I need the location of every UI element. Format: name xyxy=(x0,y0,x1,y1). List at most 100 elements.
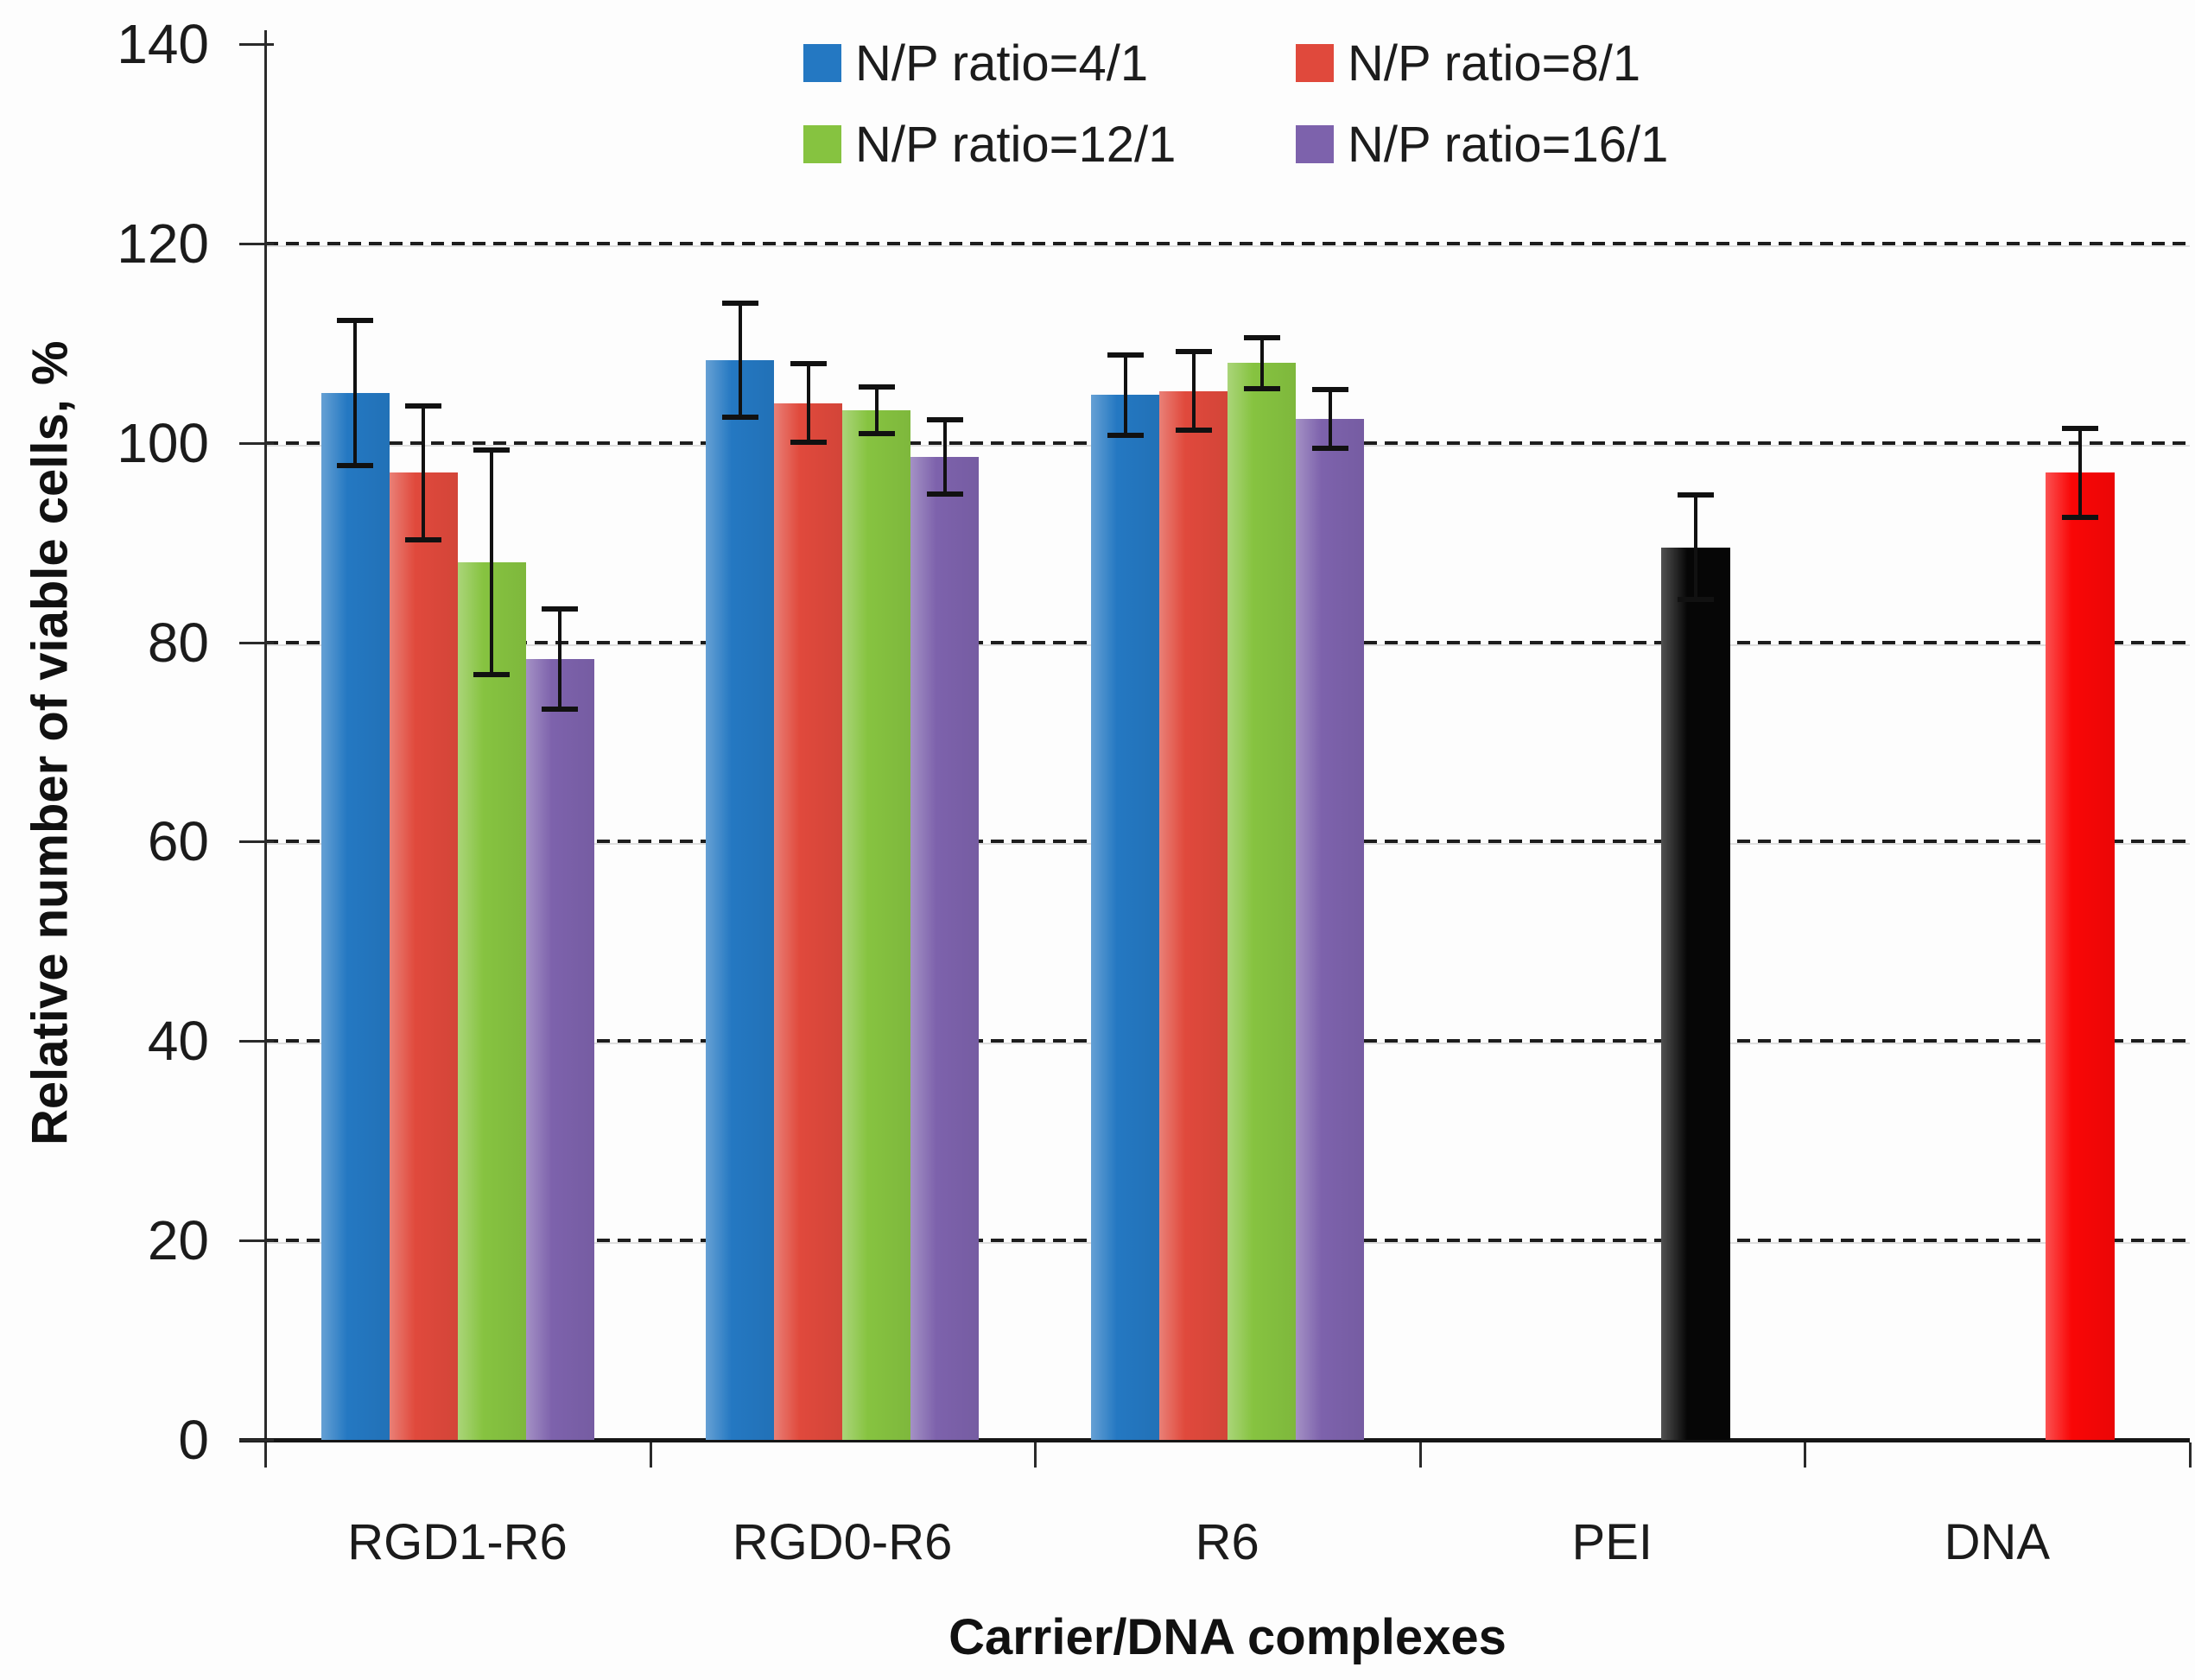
x-category-label-RGD1-R6: RGD1-R6 xyxy=(347,1514,568,1570)
errorbar-R6-N/P ratio=4/1 xyxy=(1107,352,1144,438)
bar-RGD0-R6-N/P ratio=4/1 xyxy=(706,359,775,1440)
errorbar-R6-N/P ratio=8/1 xyxy=(1175,349,1212,434)
errorbar-RGD1-R6-N/P ratio=12/1-cap-top xyxy=(473,447,511,453)
y-tick-80 xyxy=(239,641,274,644)
errorbar-RGD1-R6-N/P ratio=4/1-cap-bottom xyxy=(337,462,374,468)
errorbar-RGD1-R6-N/P ratio=8/1-cap-bottom xyxy=(405,537,442,543)
errorbar-RGD1-R6-N/P ratio=16/1 xyxy=(542,606,579,713)
errorbar-PEI-line xyxy=(1693,492,1697,603)
x-tick-2 xyxy=(1034,1442,1037,1468)
legend-item-N/P ratio=16/1: N/P ratio=16/1 xyxy=(1296,116,1669,173)
bar-DNA xyxy=(2046,472,2116,1440)
y-tick-label-120: 120 xyxy=(117,212,209,275)
errorbar-RGD0-R6-N/P ratio=12/1 xyxy=(858,384,895,436)
errorbar-RGD0-R6-N/P ratio=16/1-cap-top xyxy=(926,416,963,422)
errorbar-DNA xyxy=(2062,426,2099,520)
errorbar-PEI xyxy=(1677,492,1714,603)
y-tick-label-20: 20 xyxy=(147,1209,209,1272)
x-tick-0 xyxy=(264,1442,267,1468)
bar-RGD1-R6-N/P ratio=8/1 xyxy=(389,472,458,1440)
bar-R6-N/P ratio=4/1 xyxy=(1091,395,1159,1440)
errorbar-RGD0-R6-N/P ratio=12/1-line xyxy=(874,384,879,436)
legend-label: N/P ratio=4/1 xyxy=(855,35,1149,92)
y-tick-60 xyxy=(239,840,274,844)
errorbar-R6-N/P ratio=12/1 xyxy=(1243,335,1280,391)
errorbar-RGD0-R6-N/P ratio=8/1-line xyxy=(806,361,810,446)
errorbar-RGD0-R6-N/P ratio=12/1-cap-top xyxy=(858,384,895,390)
legend-swatch-icon xyxy=(803,125,841,163)
errorbar-R6-N/P ratio=12/1-cap-top xyxy=(1243,335,1280,341)
errorbar-PEI-cap-top xyxy=(1677,492,1714,498)
errorbar-R6-N/P ratio=12/1-cap-bottom xyxy=(1243,385,1280,391)
errorbar-R6-N/P ratio=8/1-cap-top xyxy=(1175,349,1212,355)
y-tick-0 xyxy=(239,1439,274,1442)
errorbar-DNA-cap-bottom xyxy=(2062,514,2099,520)
x-tick-5 xyxy=(2189,1442,2192,1468)
errorbar-RGD1-R6-N/P ratio=16/1-cap-bottom xyxy=(542,707,579,713)
legend-swatch-icon xyxy=(1296,125,1334,163)
gridline-120 xyxy=(265,241,2190,245)
y-tick-140 xyxy=(239,43,274,46)
errorbar-RGD1-R6-N/P ratio=12/1 xyxy=(473,447,511,677)
errorbar-PEI-cap-bottom xyxy=(1677,597,1714,603)
bar-R6-N/P ratio=8/1 xyxy=(1159,390,1228,1440)
x-category-label-RGD0-R6: RGD0-R6 xyxy=(732,1514,953,1570)
errorbar-R6-N/P ratio=16/1-line xyxy=(1328,387,1332,451)
errorbar-RGD0-R6-N/P ratio=16/1 xyxy=(926,416,963,498)
y-axis-line xyxy=(264,30,267,1466)
y-tick-label-100: 100 xyxy=(117,411,209,474)
errorbar-RGD1-R6-N/P ratio=16/1-line xyxy=(558,606,562,713)
errorbar-R6-N/P ratio=8/1-line xyxy=(1191,349,1196,434)
bar-RGD0-R6-N/P ratio=16/1 xyxy=(910,456,980,1440)
legend-item-N/P ratio=4/1: N/P ratio=4/1 xyxy=(803,35,1296,92)
errorbar-RGD0-R6-N/P ratio=4/1 xyxy=(721,300,758,421)
bar-RGD1-R6-N/P ratio=16/1 xyxy=(525,659,594,1440)
errorbar-R6-N/P ratio=16/1 xyxy=(1311,387,1348,451)
x-category-label-DNA: DNA xyxy=(1944,1514,2051,1570)
legend-label: N/P ratio=16/1 xyxy=(1348,116,1669,173)
errorbar-RGD1-R6-N/P ratio=4/1-line xyxy=(353,318,358,468)
errorbar-R6-N/P ratio=16/1-cap-top xyxy=(1311,387,1348,393)
y-tick-label-60: 60 xyxy=(147,810,209,873)
errorbar-RGD1-R6-N/P ratio=8/1-cap-top xyxy=(405,403,442,409)
errorbar-RGD1-R6-N/P ratio=8/1-line xyxy=(422,403,426,543)
errorbar-R6-N/P ratio=8/1-cap-bottom xyxy=(1175,428,1212,434)
legend-item-N/P ratio=12/1: N/P ratio=12/1 xyxy=(803,117,1296,173)
y-tick-20 xyxy=(239,1239,274,1243)
errorbar-RGD0-R6-N/P ratio=8/1-cap-bottom xyxy=(790,440,827,446)
y-tick-120 xyxy=(239,242,274,245)
bar-PEI xyxy=(1660,547,1730,1440)
legend-swatch-icon xyxy=(803,44,841,82)
errorbar-RGD1-R6-N/P ratio=8/1 xyxy=(405,403,442,543)
x-tick-3 xyxy=(1418,1442,1422,1468)
y-tick-40 xyxy=(239,1040,274,1043)
errorbar-R6-N/P ratio=16/1-cap-bottom xyxy=(1311,445,1348,451)
legend: N/P ratio=4/1 N/P ratio=8/1 N/P ratio=12/1… xyxy=(803,35,1669,173)
errorbar-RGD0-R6-N/P ratio=4/1-line xyxy=(738,300,742,421)
y-tick-label-40: 40 xyxy=(147,1010,209,1073)
errorbar-RGD0-R6-N/P ratio=16/1-line xyxy=(942,416,947,498)
x-tick-1 xyxy=(649,1442,652,1468)
errorbar-RGD1-R6-N/P ratio=4/1 xyxy=(337,318,374,468)
bar-RGD0-R6-N/P ratio=12/1 xyxy=(842,409,911,1440)
y-tick-100 xyxy=(239,441,274,445)
errorbar-RGD1-R6-N/P ratio=12/1-line xyxy=(490,447,494,677)
x-axis-title: Carrier/DNA complexes xyxy=(948,1609,1507,1665)
errorbar-RGD0-R6-N/P ratio=4/1-cap-top xyxy=(721,300,758,306)
legend-swatch-icon xyxy=(1296,44,1334,82)
x-tick-4 xyxy=(1804,1442,1807,1468)
errorbar-R6-N/P ratio=12/1-line xyxy=(1259,335,1264,391)
bar-R6-N/P ratio=16/1 xyxy=(1296,419,1364,1440)
x-category-label-R6: R6 xyxy=(1195,1514,1259,1570)
x-axis-line xyxy=(239,1438,2190,1442)
errorbar-RGD0-R6-N/P ratio=12/1-cap-bottom xyxy=(858,430,895,436)
bar-RGD1-R6-N/P ratio=12/1 xyxy=(457,562,526,1440)
legend-item-N/P ratio=8/1: N/P ratio=8/1 xyxy=(1296,35,1668,92)
plot-area xyxy=(265,44,2190,1440)
bar-R6-N/P ratio=12/1 xyxy=(1228,363,1296,1440)
errorbar-RGD0-R6-N/P ratio=4/1-cap-bottom xyxy=(721,415,758,421)
bar-RGD1-R6-N/P ratio=4/1 xyxy=(320,393,390,1440)
errorbar-RGD1-R6-N/P ratio=4/1-cap-top xyxy=(337,318,374,324)
errorbar-RGD0-R6-N/P ratio=16/1-cap-bottom xyxy=(926,491,963,498)
